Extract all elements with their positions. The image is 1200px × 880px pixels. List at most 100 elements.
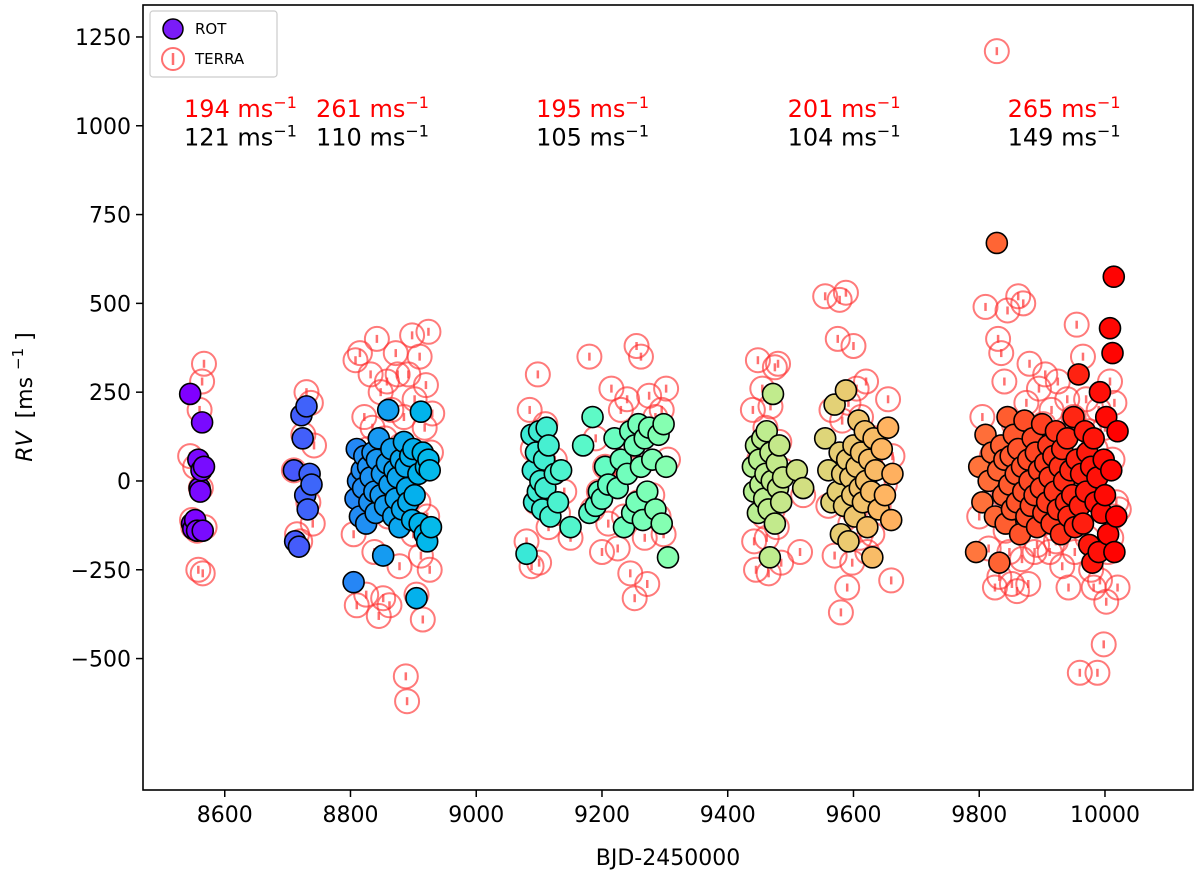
annotation-exponent: −1	[625, 92, 649, 111]
rot-point	[376, 398, 400, 422]
x-tick-label: 8600	[197, 803, 253, 828]
terra-point	[189, 560, 216, 587]
terra-point	[412, 372, 439, 399]
rot-point	[418, 459, 442, 482]
annotation-exponent: −1	[405, 92, 429, 111]
legend-terra-label: TERRA	[194, 50, 245, 68]
rot-points-layer	[178, 231, 1129, 610]
rot-point	[287, 535, 311, 558]
terra-point	[588, 539, 615, 566]
x-tick-label: 9000	[448, 803, 504, 828]
annotation-exponent: −1	[877, 92, 901, 111]
annotation-red-3: 201 ms−1	[788, 92, 901, 123]
terra-point	[1084, 659, 1111, 686]
rot-point	[559, 515, 582, 539]
rot-point	[881, 462, 904, 486]
y-axis-label-unit: [ms	[13, 377, 38, 418]
terra-point	[394, 688, 421, 715]
terra-point	[190, 350, 217, 377]
terra-point	[1104, 574, 1131, 601]
terra-point	[653, 375, 680, 402]
y-axis-label-main: RV	[13, 429, 38, 461]
rot-point	[791, 476, 815, 500]
rot-point	[1106, 419, 1129, 443]
terra-point	[840, 332, 867, 359]
x-tick-label: 9200	[574, 803, 630, 828]
rot-point	[300, 473, 323, 496]
terra-point	[824, 325, 851, 352]
terra-point	[1005, 283, 1032, 310]
rot-point	[188, 480, 212, 503]
y-tick-label: 750	[89, 204, 131, 229]
rot-point	[191, 519, 215, 543]
terra-point	[998, 570, 1025, 597]
annotation-exponent: −1	[877, 121, 901, 140]
rot-point	[879, 508, 903, 532]
terra-point	[1015, 570, 1042, 597]
x-tick-label: 9600	[825, 803, 881, 828]
rot-point	[549, 459, 573, 482]
y-axis-label-close: ]	[13, 332, 38, 341]
rot-point	[1088, 380, 1112, 404]
terra-point	[627, 343, 654, 370]
x-axis-label: BJD-2450000	[596, 846, 740, 871]
rot-point	[654, 455, 678, 479]
terra-point	[1090, 631, 1117, 658]
rot-point	[837, 530, 860, 553]
terra-point	[853, 368, 880, 395]
annotation-black-2: 105 ms−1	[536, 121, 649, 152]
rot-point	[1101, 341, 1124, 365]
rot-point	[1099, 459, 1123, 482]
rot-point	[178, 382, 202, 406]
terra-point	[744, 347, 771, 374]
rot-point	[971, 490, 994, 514]
rot-point	[988, 551, 1011, 574]
terra-point	[739, 396, 766, 423]
rot-point	[409, 400, 433, 424]
rot-point	[1104, 505, 1128, 528]
annotation-value: 104 ms	[788, 123, 877, 151]
terra-point	[363, 325, 390, 352]
terra-point	[994, 297, 1021, 324]
rot-point	[190, 411, 214, 434]
rot-point	[403, 483, 426, 507]
annotation-black-1: 110 ms−1	[316, 121, 429, 152]
terra-point	[416, 556, 443, 583]
terra-point	[365, 602, 392, 629]
rot-point	[1102, 265, 1126, 289]
rot-point	[1098, 316, 1122, 340]
annotation-value: 105 ms	[536, 123, 625, 151]
rot-point	[870, 437, 894, 461]
y-axis: −500 −250 0 250 500 750 1000 1250	[71, 26, 143, 673]
terra-point	[765, 350, 792, 377]
rot-point	[873, 483, 897, 507]
terra-point	[342, 347, 369, 374]
annotation-exponent: −1	[405, 121, 429, 140]
y-axis-label-exponent: −1	[9, 348, 27, 370]
terra-point	[991, 368, 1018, 395]
terra-point	[384, 361, 411, 388]
rot-point	[755, 419, 779, 443]
terra-point	[1055, 574, 1082, 601]
rot-point	[861, 546, 884, 569]
annotation-value: 195 ms	[536, 95, 625, 123]
y-tick-label: 1000	[75, 115, 131, 140]
terra-point	[185, 556, 212, 583]
rot-point	[767, 434, 791, 457]
rot-point	[342, 570, 365, 594]
annotation-exponent: −1	[625, 121, 649, 140]
terra-point	[516, 396, 543, 423]
legend-terra-marker	[161, 47, 185, 71]
terra-point	[576, 343, 603, 370]
terra-point	[376, 592, 403, 619]
annotation-exponent: −1	[1097, 121, 1121, 140]
terra-point	[614, 386, 641, 413]
rot-point	[581, 405, 604, 429]
annotation-black-3: 104 ms−1	[788, 121, 901, 152]
terra-point	[524, 361, 551, 388]
rot-point	[1071, 512, 1095, 535]
rot-point	[571, 434, 595, 457]
rot-point	[296, 498, 320, 521]
rot-point	[537, 434, 560, 457]
